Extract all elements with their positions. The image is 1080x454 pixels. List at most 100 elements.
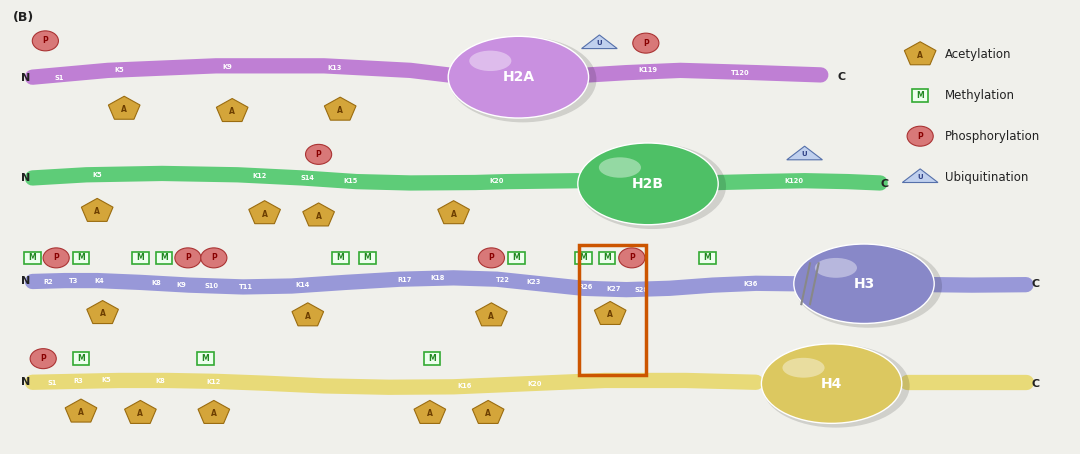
Text: A: A [337, 106, 343, 115]
FancyBboxPatch shape [598, 252, 616, 264]
Text: A: A [427, 409, 433, 418]
Polygon shape [108, 96, 140, 119]
Text: Acetylation: Acetylation [945, 48, 1012, 61]
Text: A: A [137, 409, 144, 418]
Text: M: M [363, 253, 372, 262]
Text: T3: T3 [69, 278, 78, 284]
Text: C: C [1031, 379, 1040, 389]
Text: P: P [40, 354, 46, 363]
Text: P: P [185, 253, 191, 262]
FancyBboxPatch shape [156, 252, 173, 264]
Polygon shape [582, 35, 618, 49]
Text: K4: K4 [94, 278, 105, 284]
Ellipse shape [306, 144, 332, 164]
Ellipse shape [578, 143, 718, 225]
FancyBboxPatch shape [912, 89, 929, 102]
Text: M: M [136, 253, 145, 262]
Text: A: A [78, 408, 84, 417]
Polygon shape [594, 301, 626, 325]
Polygon shape [216, 99, 248, 122]
Text: M: M [160, 253, 168, 262]
Polygon shape [124, 400, 157, 424]
Text: M: M [603, 253, 611, 262]
FancyBboxPatch shape [359, 252, 376, 264]
Polygon shape [324, 97, 356, 120]
Text: M: M [77, 253, 85, 262]
Text: M: M [703, 253, 712, 262]
Text: H4: H4 [821, 377, 842, 390]
Text: P: P [42, 36, 49, 45]
Polygon shape [248, 201, 281, 224]
Text: K20: K20 [489, 178, 504, 184]
Text: A: A [121, 105, 127, 114]
Text: K27: K27 [606, 286, 621, 292]
Ellipse shape [815, 258, 858, 278]
Polygon shape [472, 400, 504, 424]
Ellipse shape [43, 248, 69, 268]
Ellipse shape [449, 37, 596, 123]
Text: C: C [880, 179, 889, 189]
Text: M: M [579, 253, 588, 262]
Text: K18: K18 [430, 275, 445, 281]
Text: A: A [211, 409, 217, 418]
Text: Phosphorylation: Phosphorylation [945, 130, 1040, 143]
Text: U: U [596, 40, 603, 46]
Text: P: P [211, 253, 217, 262]
Polygon shape [292, 303, 324, 326]
Text: K20: K20 [527, 380, 542, 387]
Text: T120: T120 [730, 69, 750, 76]
Text: H2A: H2A [502, 70, 535, 84]
Text: A: A [917, 50, 923, 59]
Text: M: M [428, 354, 436, 363]
Text: K16: K16 [457, 383, 472, 389]
FancyBboxPatch shape [699, 252, 716, 264]
Polygon shape [437, 201, 470, 224]
Text: A: A [94, 207, 100, 216]
Text: U: U [801, 151, 808, 158]
Text: K120: K120 [784, 178, 804, 184]
Text: R2: R2 [43, 279, 54, 285]
Ellipse shape [794, 244, 934, 323]
Text: N: N [21, 377, 30, 387]
Text: K5: K5 [93, 172, 102, 178]
Text: P: P [53, 253, 59, 262]
Text: A: A [99, 309, 106, 318]
Ellipse shape [478, 248, 504, 268]
Text: P: P [629, 253, 635, 262]
Text: S1: S1 [55, 75, 64, 81]
Text: R3: R3 [72, 378, 83, 385]
Ellipse shape [32, 31, 58, 51]
Polygon shape [81, 198, 113, 222]
Text: H3: H3 [853, 277, 875, 291]
Polygon shape [86, 301, 119, 324]
Text: A: A [305, 311, 311, 321]
FancyBboxPatch shape [332, 252, 349, 264]
Text: K119: K119 [638, 67, 658, 74]
Ellipse shape [201, 248, 227, 268]
Text: P: P [315, 150, 322, 159]
Text: K9: K9 [176, 281, 187, 288]
Text: T11: T11 [240, 284, 253, 290]
Text: K12: K12 [252, 173, 267, 179]
Text: H2B: H2B [632, 177, 664, 191]
Ellipse shape [30, 349, 56, 369]
Text: S28: S28 [635, 286, 648, 293]
Text: R17: R17 [397, 276, 413, 283]
Polygon shape [787, 146, 823, 160]
FancyBboxPatch shape [423, 352, 441, 365]
FancyBboxPatch shape [508, 252, 525, 264]
Ellipse shape [175, 248, 201, 268]
Text: A: A [229, 107, 235, 116]
Text: K8: K8 [151, 280, 162, 286]
Ellipse shape [907, 126, 933, 146]
Text: A: A [607, 310, 613, 319]
Text: T22: T22 [497, 277, 510, 283]
Ellipse shape [619, 248, 645, 268]
Polygon shape [65, 399, 97, 422]
Text: M: M [201, 354, 210, 363]
Ellipse shape [795, 244, 942, 328]
FancyBboxPatch shape [24, 252, 41, 264]
Text: P: P [488, 253, 495, 262]
Text: C: C [837, 72, 846, 82]
FancyBboxPatch shape [132, 252, 149, 264]
